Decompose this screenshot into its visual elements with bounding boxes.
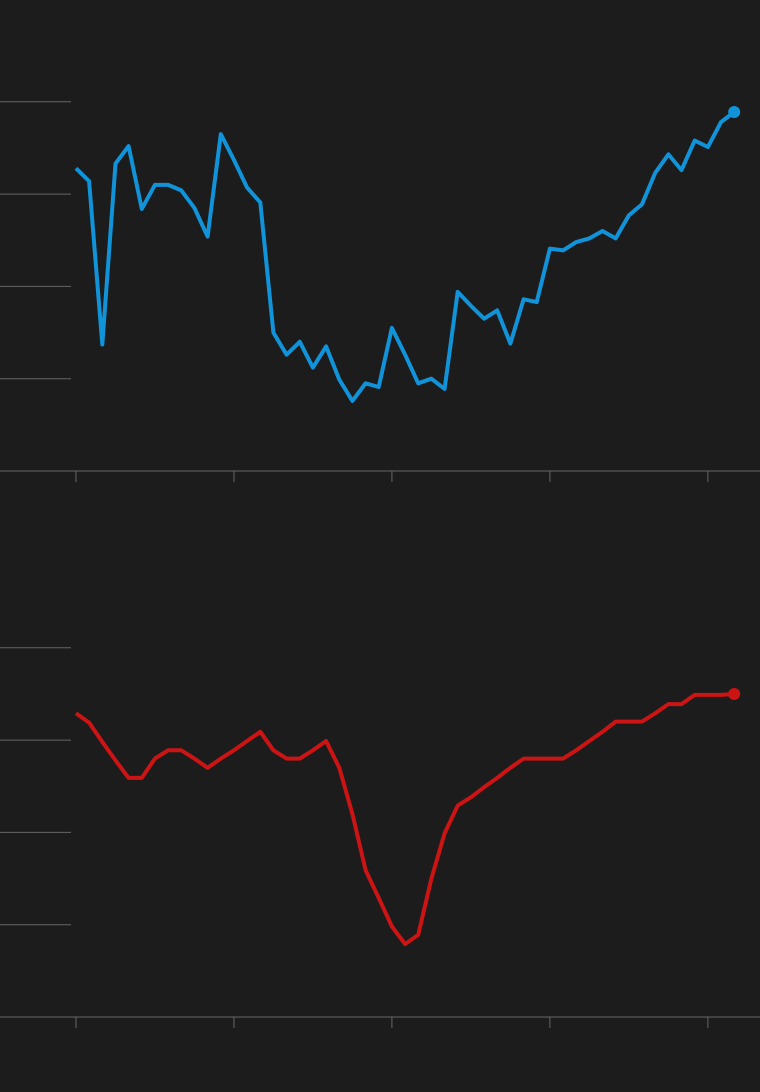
line-chart [0, 647, 760, 1028]
line-chart [0, 101, 760, 482]
end-marker [728, 687, 741, 700]
end-marker [728, 105, 741, 118]
series-line [74, 692, 735, 947]
series-line [74, 110, 736, 403]
